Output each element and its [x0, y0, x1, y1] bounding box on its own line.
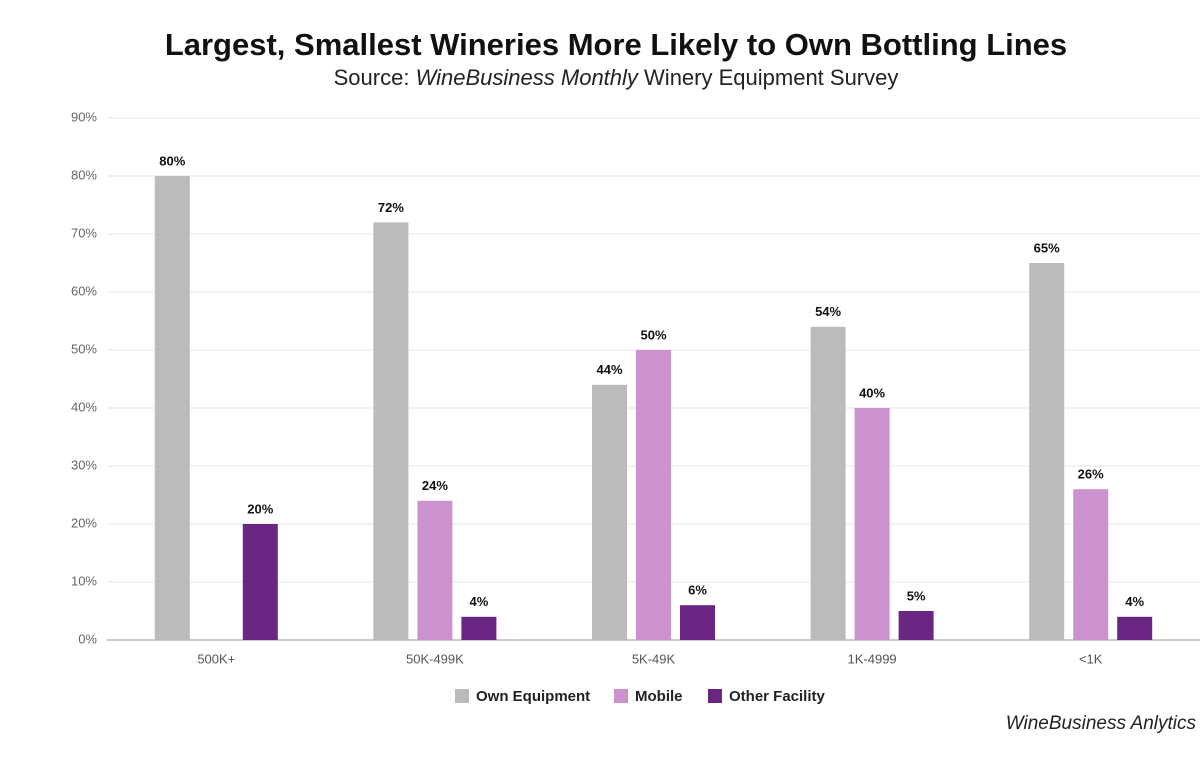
legend-swatch [455, 689, 469, 703]
legend-label: Own Equipment [476, 688, 590, 705]
data-label: 20% [247, 501, 273, 516]
data-label: 40% [859, 385, 885, 400]
y-tick-label: 10% [71, 573, 97, 588]
bar [461, 616, 497, 640]
data-label: 24% [422, 478, 448, 493]
y-tick-label: 50% [71, 341, 97, 356]
y-tick-label: 30% [71, 457, 97, 472]
subtitle-part: Source: [334, 65, 410, 90]
chart-title: Largest, Smallest Wineries More Likely t… [165, 27, 1067, 62]
data-label: 5% [907, 588, 926, 603]
data-label: 50% [640, 327, 666, 342]
data-label: 6% [688, 583, 707, 598]
bar [417, 500, 453, 640]
footer: WineBusiness Anlytics [1006, 713, 1197, 734]
y-tick-label: 0% [78, 631, 97, 646]
x-tick-label: 1K-4999 [848, 651, 897, 666]
subtitle-part: Winery Equipment Survey [644, 65, 898, 90]
data-label: 4% [470, 594, 489, 609]
y-tick-label: 70% [71, 225, 97, 240]
data-label: 80% [159, 153, 185, 168]
data-label: 44% [596, 362, 622, 377]
chart-subtitle: Source: WineBusiness Monthly Winery Equi… [334, 65, 899, 90]
y-tick-label: 60% [71, 283, 97, 298]
x-tick-label: 5K-49K [632, 651, 676, 666]
data-label: 72% [378, 200, 404, 215]
y-tick-label: 90% [71, 109, 97, 124]
bar [592, 384, 627, 640]
y-tick-label: 80% [71, 167, 97, 182]
data-label: 65% [1034, 240, 1060, 255]
data-label: 26% [1078, 467, 1104, 482]
x-tick-label: 500K+ [197, 651, 235, 666]
data-label: 54% [815, 304, 841, 319]
subtitle-part: WineBusiness Monthly [416, 65, 640, 90]
legend-label: Mobile [635, 688, 683, 705]
data-label: 4% [1125, 594, 1144, 609]
bar [1117, 616, 1153, 640]
bar [1073, 489, 1109, 640]
x-tick-label: <1K [1079, 651, 1103, 666]
bar [373, 222, 409, 640]
bar [154, 176, 190, 640]
legend-label: Other Facility [729, 688, 826, 705]
bar [680, 605, 715, 640]
bar [898, 611, 934, 640]
bar [854, 408, 890, 640]
bar [242, 524, 278, 640]
legend-swatch [708, 689, 722, 703]
bar [810, 326, 846, 640]
legend-swatch [614, 689, 628, 703]
x-tick-label: 50K-499K [406, 651, 464, 666]
y-tick-label: 40% [71, 399, 97, 414]
y-tick-label: 20% [71, 515, 97, 530]
bar [636, 350, 671, 640]
bar [1029, 263, 1065, 640]
